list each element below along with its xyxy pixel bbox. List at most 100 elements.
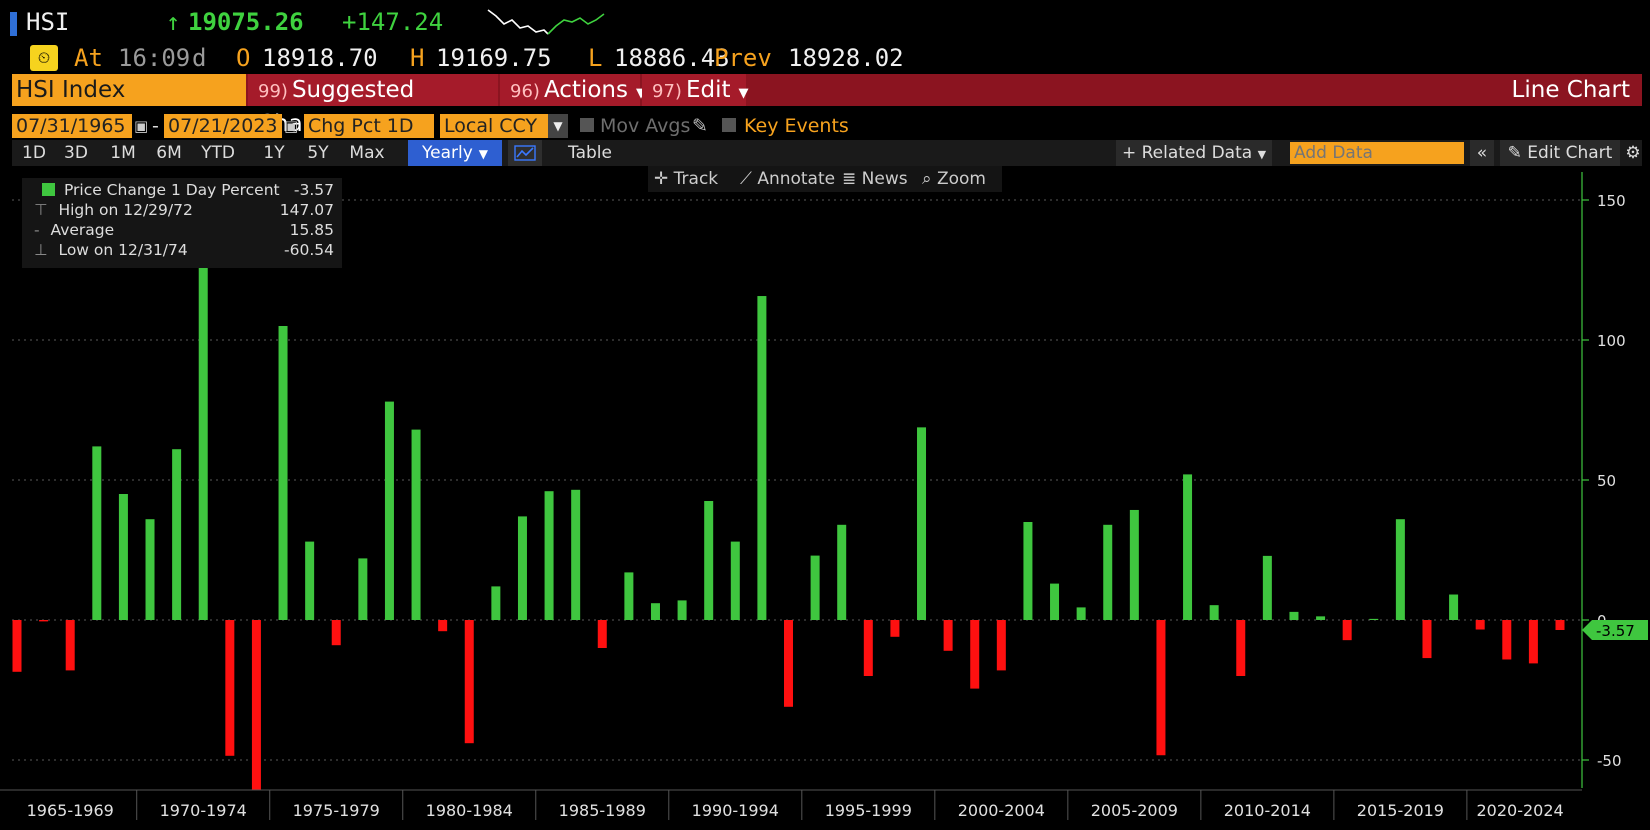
pencil-icon: ✎ [1507,143,1522,163]
period-1y[interactable]: 1Y [263,143,285,163]
chart-type-label: Line Chart [1511,77,1630,103]
bar [597,620,607,648]
mov-avgs-checkbox[interactable] [580,118,594,132]
edit-menu[interactable]: 97) Edit ▼ [642,74,748,106]
chevron-down-icon: ▼ [1257,148,1267,161]
period-toolbar: 1D 3D 1M 6M YTD 1Y 5Y Max Yearly ▼ Table … [12,140,1642,166]
legend-series-row[interactable]: Price Change 1 Day Percent -3.57 [34,180,334,200]
line-chart-icon[interactable] [508,140,542,166]
series-swatch [42,183,55,196]
period-5y[interactable]: 5Y [307,143,329,163]
calendar-icon[interactable]: ▣ [134,117,149,135]
bar [943,620,953,651]
period-6m[interactable]: 6M [156,143,182,163]
bar [39,620,49,622]
period-1d[interactable]: 1D [22,143,46,163]
period-ytd[interactable]: YTD [201,143,235,163]
frequency-label: Yearly [421,143,473,163]
x-tick-label: 1990-1994 [692,801,779,820]
edit-chart-label: Edit Chart [1527,143,1613,163]
bar [1236,620,1246,676]
frequency-selector[interactable]: Yearly ▼ [408,140,502,166]
x-tick-label: 1985-1989 [559,801,646,820]
legend-average-row: - Average 15.85 [34,220,334,240]
add-data-input[interactable] [1290,142,1464,164]
security-field[interactable]: HSI Index [12,74,246,106]
x-tick-label: 2000-2004 [958,801,1045,820]
track-label: Track [673,169,719,189]
bar [1262,555,1272,620]
annotate-tool[interactable]: ⟋ Annotate [734,166,838,192]
legend-low-label: Low on 12/31/74 [58,241,188,259]
bar [225,620,235,756]
bar [1183,474,1193,620]
end-date-input[interactable]: 07/21/2023 [164,114,282,138]
legend-high-value: 147.07 [279,201,334,219]
table-button[interactable]: Table [568,143,612,163]
bar [65,620,75,671]
y-tick-label: 100 [1597,332,1626,350]
currency-label: Local CCY [444,115,538,137]
bar [730,541,740,620]
key-events-checkbox[interactable] [722,118,736,132]
currency-selector[interactable]: Local CCY ▼ [440,114,568,138]
zoom-tool[interactable]: ⌕ Zoom [916,166,1002,192]
x-tick-label: 2010-2014 [1224,801,1311,820]
bar [1449,594,1459,620]
calendar-icon[interactable]: ▣ [284,117,299,135]
bar [650,603,660,620]
ticker[interactable]: HSI [26,8,70,36]
bar [624,572,634,620]
bar [1023,522,1033,620]
period-max[interactable]: Max [349,143,385,163]
time-suffix: d [192,44,207,72]
low-value: 18886.43 [614,44,730,72]
bar [305,541,315,620]
bar [996,620,1006,671]
bar [1342,620,1352,641]
bar [278,326,288,620]
bar [358,558,368,620]
edit-label: Edit [685,77,731,103]
mov-avgs-label: Mov Avgs [600,115,691,137]
gear-icon[interactable]: ⚙ [1625,143,1641,163]
quote-time: 16:09 [118,44,191,72]
bar [1129,509,1139,620]
news-label: News [861,169,908,189]
date-separator: - [152,115,159,137]
bar [1156,620,1166,756]
field-selector[interactable]: Chg Pct 1D [304,114,434,138]
bar [1050,583,1060,620]
bar [1316,616,1326,620]
quote-details: ⏲ At 16:09 d O 18918.70 H 19169.75 L 188… [0,44,1650,74]
high-marker-icon: ⊤ [34,201,48,219]
chart-legend: Price Change 1 Day Percent -3.57 ⊤ High … [22,178,342,268]
bar [544,491,554,620]
bar [12,620,22,672]
edit-chart-button[interactable]: ✎ Edit Chart [1500,140,1620,166]
pencil-icon[interactable]: ✎ [692,115,708,137]
collapse-icon[interactable]: « [1470,140,1494,166]
annotate-label: Annotate [757,169,836,189]
bar [251,620,261,790]
bar-chart: -50050100150-3.571965-19691970-19741975-… [0,172,1648,820]
last-price: 19075.26 [188,8,304,36]
bar [172,449,182,620]
suggested-charts-menu[interactable]: 99)Suggested Charts▼ [248,74,498,137]
period-3d[interactable]: 3D [64,143,88,163]
news-tool[interactable]: ≣ News [836,166,918,192]
start-date-input[interactable]: 07/31/1965 [12,114,132,138]
bar [517,516,527,620]
bar [784,620,793,707]
bar [384,401,394,620]
actions-menu[interactable]: 96) Actions ▼ [500,74,646,106]
x-tick-label: 1980-1984 [426,801,513,820]
bar [837,524,847,620]
low-label: L [588,44,603,72]
related-data-menu[interactable]: + Related Data ▼ [1116,140,1272,166]
clock-icon[interactable]: ⏲ [30,45,58,71]
period-1m[interactable]: 1M [110,143,136,163]
ticker-marker [10,12,17,36]
track-tool[interactable]: ✛ Track [648,166,736,192]
bar [118,494,128,620]
